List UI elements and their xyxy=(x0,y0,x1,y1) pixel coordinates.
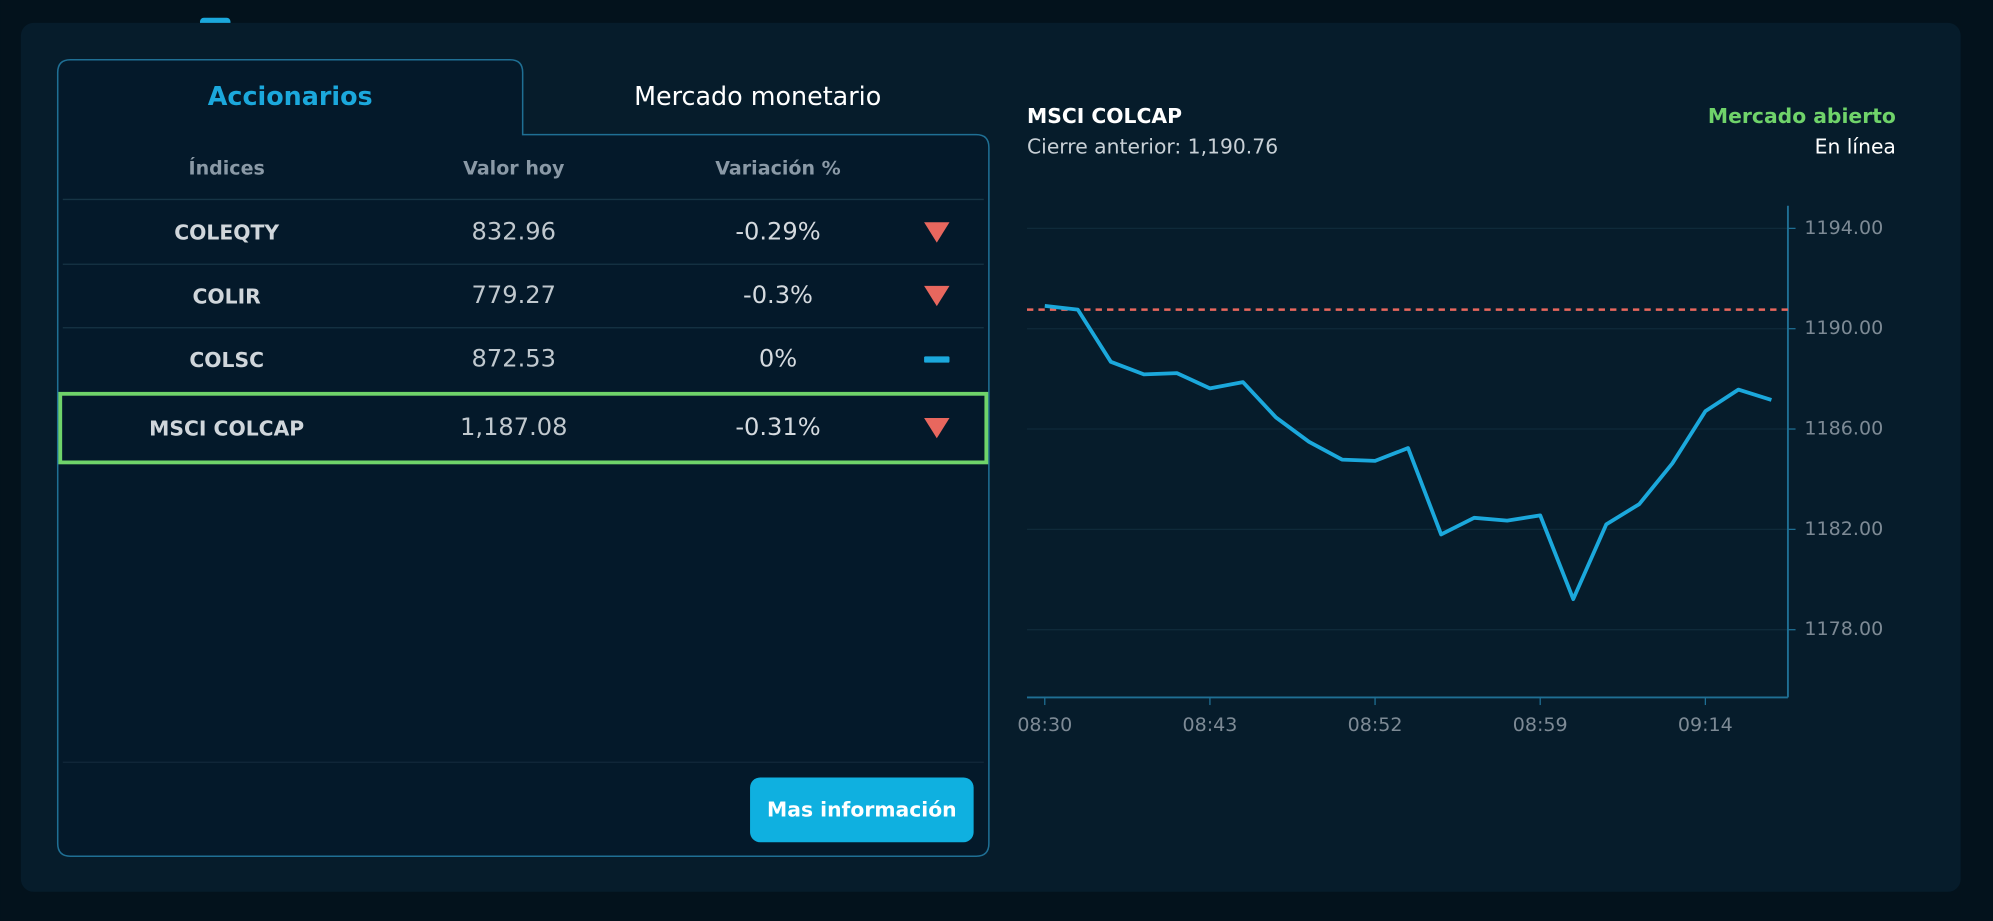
button-bg[interactable] xyxy=(750,777,974,843)
header: Valor hoy xyxy=(463,157,565,179)
trend-down-icon xyxy=(924,285,950,307)
tab-active[interactable]: Accionarios xyxy=(208,81,373,111)
x-tick-label: 08:43 xyxy=(1182,714,1237,736)
market-status: Mercado abierto xyxy=(1708,104,1896,128)
x-tick-label: 09:14 xyxy=(1678,714,1733,736)
index-name[interactable]: COLSC xyxy=(189,348,264,372)
y-tick-label: 1182.00 xyxy=(1804,518,1883,540)
trend-down-icon xyxy=(924,222,950,243)
index-name[interactable]: MSCI COLCAP xyxy=(149,416,304,440)
x-tick-label: 08:59 xyxy=(1513,714,1568,736)
index-name[interactable]: COLIR xyxy=(193,284,262,308)
button-label[interactable]: Mas información xyxy=(767,797,957,821)
y-tick-label: 1190.00 xyxy=(1804,317,1883,339)
tab[interactable]: Mercado monetario xyxy=(634,81,881,111)
chart: 1178.00 1182.00 1186.00 1190.00 1194.00 08:30… xyxy=(1017,205,1883,736)
price-line xyxy=(1044,304,1772,602)
index-variation: -0.3% xyxy=(743,281,813,309)
chart-subtitle: Cierre anterior: 1,190.76 xyxy=(1027,134,1278,158)
y-tick-label: 1178.00 xyxy=(1804,618,1883,640)
y-tick-label: 1194.00 xyxy=(1804,217,1883,239)
table-card xyxy=(56,58,990,857)
x-tick-label: 08:30 xyxy=(1017,714,1072,736)
index-value: 1,187.08 xyxy=(460,413,567,441)
trend-down-icon xyxy=(924,417,950,439)
index-value: 832.96 xyxy=(472,217,556,245)
table-rows: COLEQTY 832.96 -0.29% COLIR 779.27 -0.3% COLSC… xyxy=(58,217,989,465)
y-tick-label: 1186.00 xyxy=(1804,418,1883,440)
header: Variación % xyxy=(715,157,841,179)
header: Índices xyxy=(188,156,264,179)
connection-status: En línea xyxy=(1815,134,1896,158)
chart-title: MSCI COLCAP xyxy=(1027,104,1182,128)
index-value: 872.53 xyxy=(472,345,556,373)
x-tick-label: 08:52 xyxy=(1348,714,1403,736)
index-variation: -0.29% xyxy=(735,217,820,245)
button[interactable]: Mas información xyxy=(750,777,974,843)
index-variation: 0% xyxy=(759,345,797,373)
index-value: 779.27 xyxy=(472,281,556,309)
selected-row[interactable] xyxy=(58,391,989,465)
index-name[interactable]: COLEQTY xyxy=(174,221,279,245)
trend-flat-icon xyxy=(924,356,950,363)
index-variation: -0.31% xyxy=(735,413,820,441)
